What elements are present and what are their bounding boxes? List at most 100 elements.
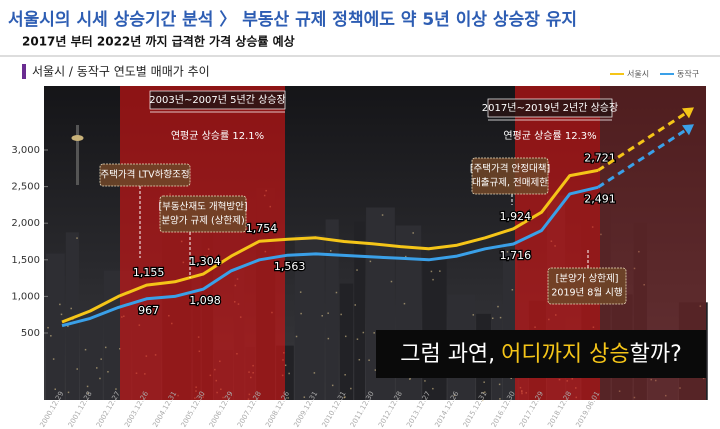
label-marker [22,64,26,79]
window [481,399,484,402]
callout-text: [주택가격 안정대책] [470,163,550,175]
window [60,313,63,316]
window [76,368,78,370]
window [67,391,70,394]
value-label: 1,304 [189,255,221,268]
window [350,387,352,390]
window [107,371,109,373]
window [50,335,52,337]
window [664,394,667,397]
window [119,348,121,350]
callout-text: 주택가격 LTV하향조정 [100,169,189,181]
forecast-line [597,126,691,189]
forecast-arrowhead [682,124,694,136]
series-line [61,168,599,324]
question-box [376,330,706,378]
window [115,388,117,390]
window [510,377,512,379]
callout-box [547,267,627,305]
window [356,338,359,340]
window [499,398,501,400]
window [76,237,78,239]
building [354,221,366,400]
window [600,233,602,236]
window [87,392,89,395]
building [65,232,79,400]
window [300,312,302,315]
y-tick-label: 500 [21,328,40,339]
window [654,379,657,382]
value-label: 1,754 [246,222,278,235]
window [403,302,406,305]
callout-text: 분양가 규제 (상한제) [161,216,244,227]
window [354,304,356,306]
y-tick-label: 2,500 [11,182,40,193]
window [335,291,338,294]
window [381,214,384,216]
window [412,232,414,234]
window [699,305,702,307]
window [633,396,636,399]
window [47,326,49,329]
callout-box [159,195,247,233]
window [472,314,475,316]
legend-label: 동작구 [677,69,699,79]
window [358,358,361,361]
window [499,316,502,319]
question: 그럼 과연, 어디까지 상승할까? [400,342,682,367]
window [100,358,102,360]
forecast-arrowhead [682,107,694,119]
window [497,305,499,308]
window [303,396,306,398]
window [340,313,342,316]
period-note: 연평균 상승률 12.3% [503,130,596,142]
window [374,369,377,371]
value-label: 1,098 [189,294,221,307]
building [294,234,325,400]
window [288,372,290,375]
callout-text: 2019년 8월 시행 [551,287,622,299]
window [344,396,346,398]
window [506,251,509,253]
window [369,260,372,263]
window [86,385,89,388]
window [70,307,72,310]
value-label: 2,491 [584,192,616,205]
value-label: 1,716 [500,249,532,262]
window [84,348,87,351]
window [330,250,332,252]
period-title-box [487,98,613,118]
window [59,303,61,306]
forecast-line [597,109,691,172]
window [327,312,329,314]
window [439,270,441,272]
callout-box [471,157,549,195]
window [491,317,494,320]
period-title: 2017년~2019년 2년간 상승장 [482,102,618,114]
window [483,381,485,383]
period-title-box [149,90,286,110]
building [422,259,447,400]
value-label: 967 [138,304,159,317]
value-label: 1,155 [133,266,165,279]
window [96,367,98,369]
tower-top [71,135,84,141]
window [67,325,69,328]
callout-text: [분양가 상한제] [556,274,619,285]
title: 서울시의 시세 상승기간 분석 〉 부동산 규제 정책에도 약 5년 이상 상승… [8,9,577,30]
window [295,335,298,338]
window [287,397,289,399]
callout-text: [부동산재도 개혁방안] [158,202,247,213]
window [424,380,426,382]
window [638,250,640,253]
window [482,391,484,394]
window [52,358,55,360]
window [511,289,514,291]
window [618,390,621,392]
value-label: 1,563 [274,260,306,273]
window [313,372,316,374]
y-tick-label: 3,000 [11,145,40,156]
window [484,391,486,393]
window [362,331,365,334]
